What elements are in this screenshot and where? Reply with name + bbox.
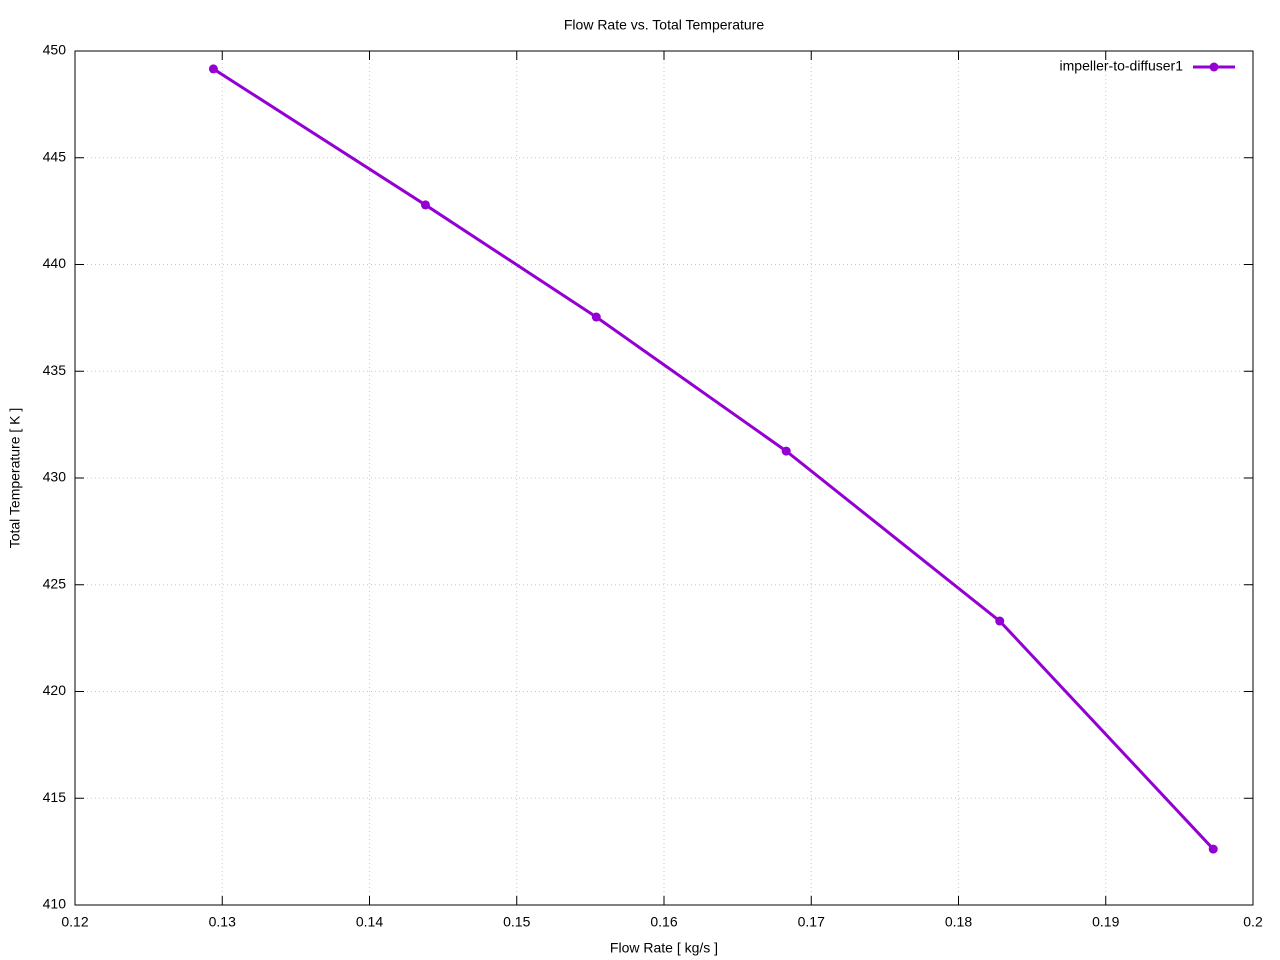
data-point — [420, 200, 430, 210]
x-axis-label: Flow Rate [ kg/s ] — [610, 940, 718, 956]
y-tick-label: 435 — [43, 362, 67, 378]
y-axis-label: Total Temperature [ K ] — [7, 408, 23, 549]
y-tick-label: 445 — [43, 148, 67, 164]
y-tick-label: 450 — [43, 42, 67, 58]
x-tick-label: 0.13 — [209, 914, 236, 930]
plot-border — [74, 50, 1254, 906]
y-tick-label: 430 — [43, 469, 67, 485]
y-tick-label: 440 — [43, 255, 67, 271]
chart-title: Flow Rate vs. Total Temperature — [564, 17, 764, 33]
x-tick-label: 0.17 — [798, 914, 825, 930]
data-line — [212, 67, 1215, 851]
data-point — [208, 64, 218, 74]
data-point — [591, 312, 601, 322]
y-tick-label: 425 — [43, 575, 67, 591]
x-tick-label: 0.12 — [61, 914, 88, 930]
legend-marker — [1209, 62, 1219, 72]
data-point — [781, 446, 791, 456]
data-point — [1208, 844, 1218, 854]
x-tick-label: 0.18 — [945, 914, 972, 930]
x-tick-label: 0.19 — [1092, 914, 1119, 930]
y-tick-label: 420 — [43, 682, 67, 698]
legend-label: impeller-to-diffuser1 — [1060, 58, 1184, 74]
data-point — [995, 616, 1005, 626]
x-tick-label: 0.15 — [503, 914, 530, 930]
y-tick-label: 415 — [43, 789, 67, 805]
x-tick-label: 0.16 — [650, 914, 677, 930]
x-tick-label: 0.14 — [356, 914, 383, 930]
y-tick-label: 410 — [43, 896, 67, 912]
x-tick-label: 0.2 — [1243, 914, 1263, 930]
